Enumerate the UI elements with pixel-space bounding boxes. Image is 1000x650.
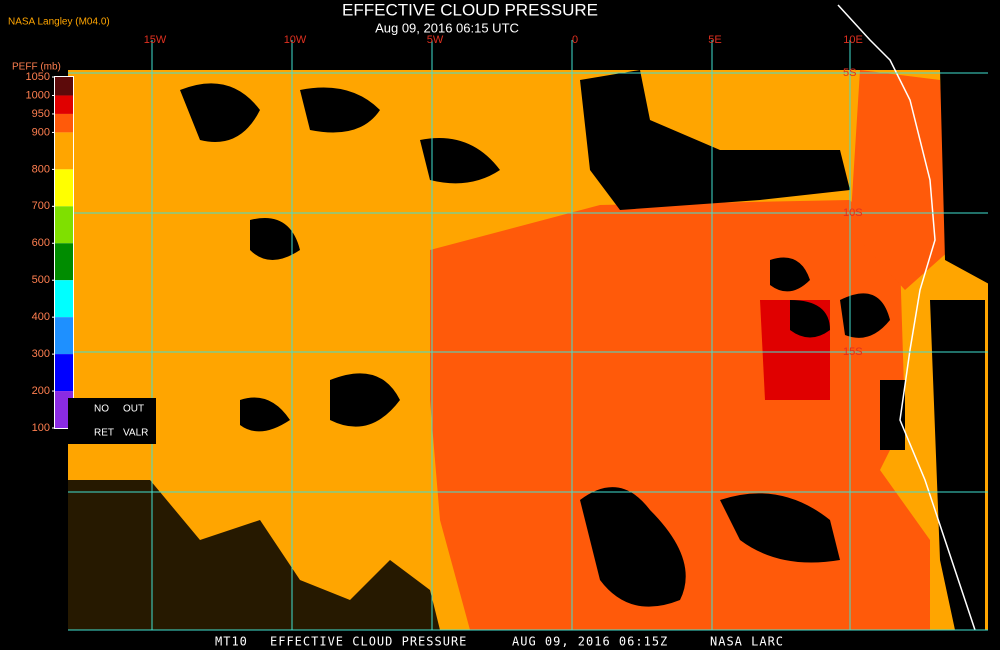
source-label: NASA Langley (M04.0) [8, 17, 110, 28]
clear-area [180, 83, 500, 432]
colorbar-tick-label: 800 [32, 163, 50, 175]
colorbar-segment [55, 169, 73, 207]
colorbar-segment [55, 132, 73, 170]
colorbar-tick-label: 900 [32, 126, 50, 138]
longitude-label: 15W [144, 34, 167, 46]
clear-area [880, 70, 1000, 630]
graticule: 15W 10W 5W 0 5E 10E 5S 10S 15S [68, 34, 988, 631]
legend-box [68, 398, 156, 444]
colorbar-tick-label: 200 [32, 385, 50, 397]
coastline [837, 4, 976, 631]
colorbar-segment [55, 77, 73, 96]
colorbar-segment [55, 206, 73, 244]
colorbar: 1050 1000 950 900 800 700 600 500 400 300 200 100 [26, 71, 74, 434]
clear-area [580, 487, 840, 607]
colorbar-label: PEFF (mb) [12, 62, 61, 73]
colorbar-tick-label: 300 [32, 348, 50, 360]
latitude-label: 10S [843, 207, 863, 219]
colorbar-segment [55, 95, 73, 114]
latitude-label: 15S [843, 346, 863, 358]
title: EFFECTIVE CLOUD PRESSURE [342, 0, 598, 19]
colorbar-tick-label: 100 [32, 422, 50, 434]
clear-area [580, 70, 850, 210]
colorbar-segment [55, 113, 73, 133]
footer-text: AUG 09, 2016 06:15Z [512, 635, 668, 649]
colorbar-tick-label: 1050 [26, 71, 50, 83]
colorbar-tick-label: 600 [32, 237, 50, 249]
colorbar-tick-label: 1000 [26, 89, 50, 101]
clear-area [770, 257, 890, 338]
subtitle: Aug 09, 2016 06:15 UTC [375, 20, 519, 35]
footer-text: MT10 [215, 635, 248, 649]
footer: MT10 EFFECTIVE CLOUD PRESSURE AUG 09, 2016… [0, 632, 1000, 650]
footer-bar [0, 632, 1000, 650]
colorbar-segment [55, 243, 73, 281]
colorbar-segment [55, 317, 73, 355]
footer-text: NASA LARC [710, 635, 784, 649]
colorbar-segment [55, 354, 73, 392]
colorbar-tick-label: 700 [32, 200, 50, 212]
legend-text: VALR [123, 428, 148, 439]
latitude-label: 5S [843, 67, 856, 79]
clear-area [68, 480, 440, 630]
colorbar-segment [55, 280, 73, 318]
longitude-label: 0 [572, 34, 578, 46]
lower-cloud-region [850, 70, 950, 290]
longitude-label: 10W [284, 34, 307, 46]
imagery [68, 4, 1000, 631]
legend-text: NO [94, 404, 109, 415]
longitude-label: 5E [708, 34, 721, 46]
legend-text: RET [94, 428, 114, 439]
colorbar-tick-label: 950 [32, 108, 50, 120]
longitude-label: 5W [427, 34, 444, 46]
colorbar-tick-label: 500 [32, 274, 50, 286]
longitude-label: 10E [843, 34, 863, 46]
legend-text: OUT [123, 404, 144, 415]
footer-text: EFFECTIVE CLOUD PRESSURE [270, 635, 467, 649]
colorbar-tick-label: 400 [32, 311, 50, 323]
